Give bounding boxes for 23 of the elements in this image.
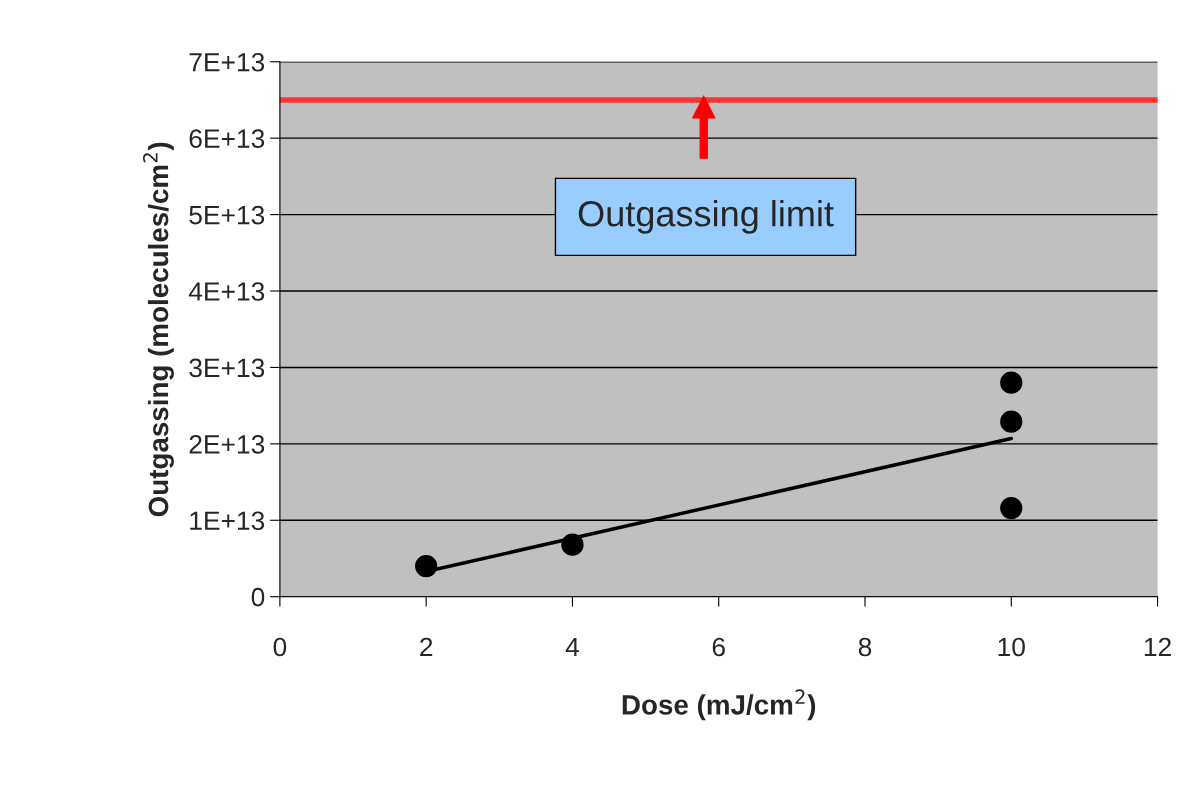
x-tick-label: 10 (998, 637, 1025, 657)
x-tick-label: 2 (420, 637, 433, 657)
point (561, 533, 584, 556)
y-tick-label: 7E+13 (189, 52, 265, 72)
y-tick-label: 0 (251, 587, 265, 607)
annotation: Outgassing limit (578, 200, 834, 234)
y-tick-label: 3E+13 (189, 358, 265, 378)
x-tick-label: 4 (565, 637, 580, 657)
point (1000, 496, 1023, 520)
point (1000, 410, 1023, 433)
point (415, 554, 438, 578)
y-axis-title: Outgassing (molecules/cm$^{2}$) (143, 142, 174, 517)
y-tick-label: 2E+13 (189, 434, 265, 454)
x-tick-label: 8 (858, 637, 872, 657)
y-tick-label: 4E+13 (188, 282, 265, 301)
x-tick-label: 0 (273, 637, 287, 657)
x-tick-label: 6 (712, 637, 725, 657)
y-tick-label: 1E+13 (190, 511, 265, 531)
x-axis-title: Dose (mJ/cm$^{2}$) (622, 689, 816, 721)
x-tick-label: 12 (1144, 637, 1171, 657)
y-tick-label: 6E+13 (189, 129, 265, 148)
point (1000, 371, 1023, 394)
y-tick-label: 5E+13 (189, 205, 265, 225)
